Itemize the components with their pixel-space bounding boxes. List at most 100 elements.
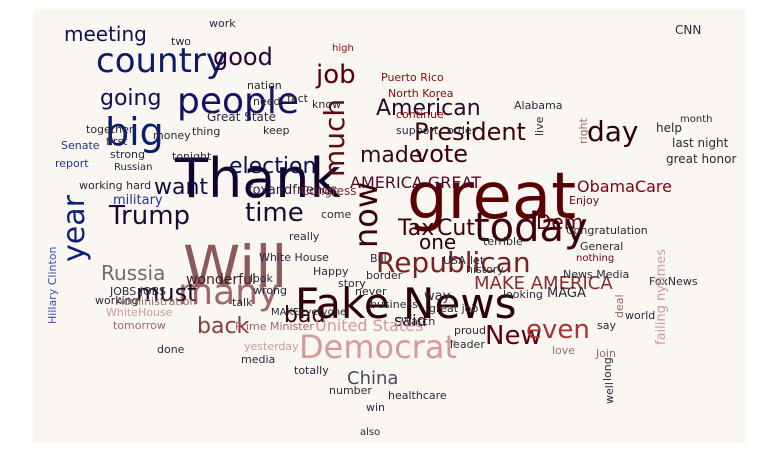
cloud-word: many (178, 272, 280, 313)
cloud-word: Join (596, 347, 617, 360)
cloud-word: Dem (536, 210, 584, 234)
cloud-word: News Media (563, 268, 630, 281)
cloud-word: failing nytimes (654, 248, 669, 345)
cloud-word: keep (263, 124, 290, 137)
cloud-word: meeting (64, 22, 147, 46)
cloud-word: need (253, 95, 281, 108)
cloud-word: month (680, 114, 713, 125)
cloud-word: AMERICA GREAT (350, 173, 481, 192)
cloud-word: Puerto Rico (381, 71, 444, 84)
cloud-word: support (396, 124, 439, 137)
cloud-word: together (86, 123, 134, 136)
cloud-word: live (533, 117, 546, 137)
cloud-word: great honor (666, 152, 737, 166)
cloud-word: Will (183, 233, 288, 301)
cloud-word: great (407, 160, 577, 234)
cloud-word: MAGA (547, 286, 586, 301)
cloud-word: long (601, 357, 614, 382)
cloud-word: Congress (301, 184, 357, 198)
cloud-word: Happy (313, 265, 349, 278)
cloud-word: well (603, 382, 616, 405)
cloud-word: way (424, 289, 451, 304)
cloud-word: never (355, 285, 387, 298)
cloud-word: continue (396, 108, 444, 121)
cloud-word: border (366, 269, 403, 282)
cloud-word: fact (287, 92, 308, 105)
cloud-word: good (213, 43, 273, 71)
cloud-word: Senate (61, 139, 100, 152)
cloud-word: Congratulation (566, 224, 648, 237)
cloud-word: Russia (101, 261, 166, 285)
cloud-word: look (250, 272, 273, 285)
cloud-word: say (597, 319, 616, 332)
cloud-word: proud (454, 324, 486, 337)
cloud-word: Great State (207, 110, 276, 124)
cloud-word: high (332, 43, 354, 54)
cloud-word: also (360, 427, 381, 438)
cloud-word: CNN (675, 23, 702, 37)
cloud-word: going (100, 86, 162, 111)
cloud-word: yesterday (244, 340, 299, 353)
cloud-word: Russian (114, 162, 153, 173)
cloud-word: let (470, 254, 485, 267)
cloud-word: President (414, 118, 526, 146)
cloud-word: come (321, 208, 352, 221)
cloud-word: right (577, 118, 590, 144)
cloud-word: USA (443, 254, 466, 267)
cloud-word: nation (247, 79, 282, 92)
cloud-word: great job (429, 302, 479, 315)
cloud-word: MAKE AMERICA (474, 273, 613, 294)
cloud-word: WhiteHouse (106, 306, 173, 319)
cloud-word: back (197, 314, 250, 339)
cloud-word: first (106, 135, 128, 148)
cloud-word: job (316, 60, 356, 90)
cloud-word: number (329, 384, 372, 397)
cloud-word: people (177, 81, 300, 122)
cloud-word: tomorrow (113, 319, 166, 332)
cloud-word: big (105, 110, 164, 154)
cloud-word: Administration (116, 295, 197, 308)
cloud-word: history (466, 263, 504, 276)
cloud-word: China (347, 368, 399, 389)
cloud-word: Cut (437, 216, 475, 241)
cloud-word: military (113, 193, 163, 208)
cloud-word: Republican (376, 246, 531, 279)
cloud-word: ObamaCare (577, 177, 672, 196)
cloud-word: wonderful (186, 272, 256, 288)
cloud-word: Trump (109, 201, 191, 231)
cloud-word: General (580, 240, 624, 253)
cloud-word: Thank (175, 147, 341, 210)
cloud-word: Watch (401, 315, 436, 328)
cloud-word: United States (315, 316, 424, 335)
cloud-word: must (136, 279, 197, 307)
cloud-word: deal (613, 294, 626, 319)
cloud-word: Democrat (299, 328, 457, 366)
cloud-word: Fake News (295, 279, 517, 328)
cloud-word: talk (232, 296, 253, 309)
cloud-word: Hillary Clinton (46, 246, 59, 325)
cloud-word: year (57, 195, 92, 262)
cloud-word: American (376, 96, 481, 121)
cloud-word: vote (415, 140, 469, 168)
cloud-word: North Korea (388, 87, 454, 100)
us-map-shape (33, 9, 746, 443)
cloud-word: JOBS JOBS (110, 285, 166, 298)
cloud-word: country (96, 41, 227, 81)
cloud-word: today (474, 205, 588, 251)
cloud-word: made (360, 143, 423, 168)
cloud-word: really (289, 230, 320, 243)
cloud-word: two (171, 35, 192, 48)
cloud-word: totally (294, 364, 329, 377)
cloud-word: nothing (576, 253, 615, 264)
cloud-word: working (95, 294, 139, 307)
cloud-word: work (209, 17, 236, 30)
cloud-word: media (241, 353, 276, 366)
cloud-word: FoxNews (649, 275, 698, 288)
cloud-word: working hard (79, 179, 152, 192)
cloud-word: White House (259, 251, 329, 264)
cloud-word: Tax (398, 216, 435, 241)
cloud-word: said (394, 311, 427, 330)
cloud-word: time (245, 198, 304, 228)
cloud-word: foxandfriends (248, 183, 338, 198)
